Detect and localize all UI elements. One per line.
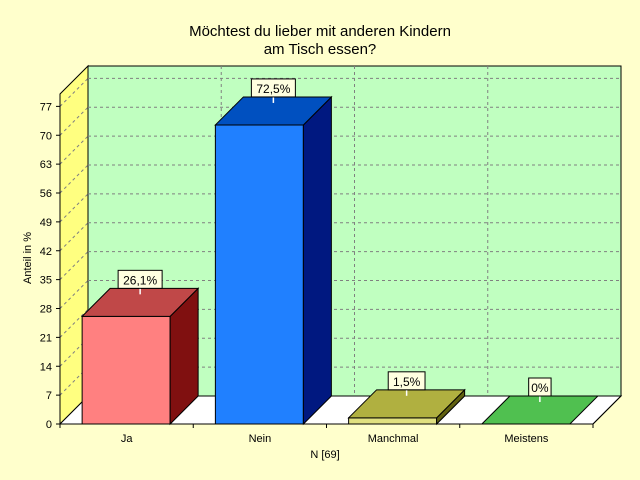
data-label-nein: 72,5% [250, 78, 296, 103]
chart-title-line-1: Möchtest du lieber mit anderen Kindern [189, 23, 451, 40]
y-tick-label-3: 21 [40, 332, 52, 344]
bar-ja [80, 287, 200, 426]
data-label-box [387, 371, 426, 391]
y-axis: 0 7 14 21 28 35 42 49 56 63 70 77 [40, 94, 61, 431]
bars [80, 95, 600, 426]
x-tick-label-nein: Nein [249, 433, 272, 445]
grid-line-side-9 [59, 135, 89, 165]
data-label-text: 26,1% [123, 273, 157, 287]
bar-side [302, 95, 332, 426]
data-label-box [250, 78, 296, 98]
y-tick-label-1: 7 [46, 390, 52, 402]
grid-line-side-11 [59, 78, 89, 107]
grid-line-side-3 [59, 309, 89, 338]
y-tick-label-10: 70 [40, 130, 52, 142]
y-tick-label-8: 56 [40, 188, 52, 200]
grid-line-side-10 [59, 106, 89, 136]
grid-line-side-7 [59, 193, 89, 223]
y-tick-label-11: 77 [40, 101, 52, 113]
data-label-text: 72,5% [256, 82, 290, 96]
data-label-text: 0% [531, 381, 549, 395]
bar-nein [214, 95, 333, 426]
data-label-text: 1,5% [393, 375, 421, 389]
grid-line-side-4 [59, 280, 89, 309]
y-tick-label-0: 0 [46, 419, 52, 431]
grid-line-side-6 [59, 222, 89, 252]
bar-front [214, 124, 304, 425]
grid-line-side-8 [59, 164, 89, 194]
data-label-box [117, 269, 163, 289]
data-label-ja: 26,1% [117, 269, 163, 295]
x-tick-label-manchmal: Manchmal [368, 433, 419, 445]
y-tick-label-4: 28 [40, 304, 52, 316]
bar-front [81, 315, 171, 425]
grid-line-side-5 [59, 251, 89, 280]
data-label-box [528, 377, 552, 397]
x-axis-label: N [69] [310, 449, 339, 461]
data-label-manchmal: 1,5% [387, 371, 426, 396]
grid-lines [59, 66, 621, 396]
y-tick-label-7: 49 [40, 217, 52, 229]
chart-title-line-2: am Tisch essen? [264, 41, 377, 58]
y-tick-label-2: 14 [40, 361, 52, 373]
bar-front [348, 417, 438, 425]
y-tick-label-6: 42 [40, 246, 52, 258]
data-labels: 26,1% 72,5% 1,5% 0% [117, 78, 552, 402]
x-tick-label-meistens: Meistens [504, 433, 549, 445]
x-axis: Ja Nein Manchmal Meistens [59, 395, 622, 445]
data-label-meistens: 0% [528, 377, 552, 402]
x-tick-label-ja: Ja [121, 433, 134, 445]
y-tick-label-5: 35 [40, 275, 52, 287]
x-axis-depth-edge [592, 395, 622, 425]
y-tick-label-9: 63 [40, 159, 52, 171]
bar-top [80, 287, 200, 317]
bar-top [347, 389, 466, 419]
bar-top [214, 96, 333, 126]
y-axis-label: Anteil in % [22, 232, 34, 284]
